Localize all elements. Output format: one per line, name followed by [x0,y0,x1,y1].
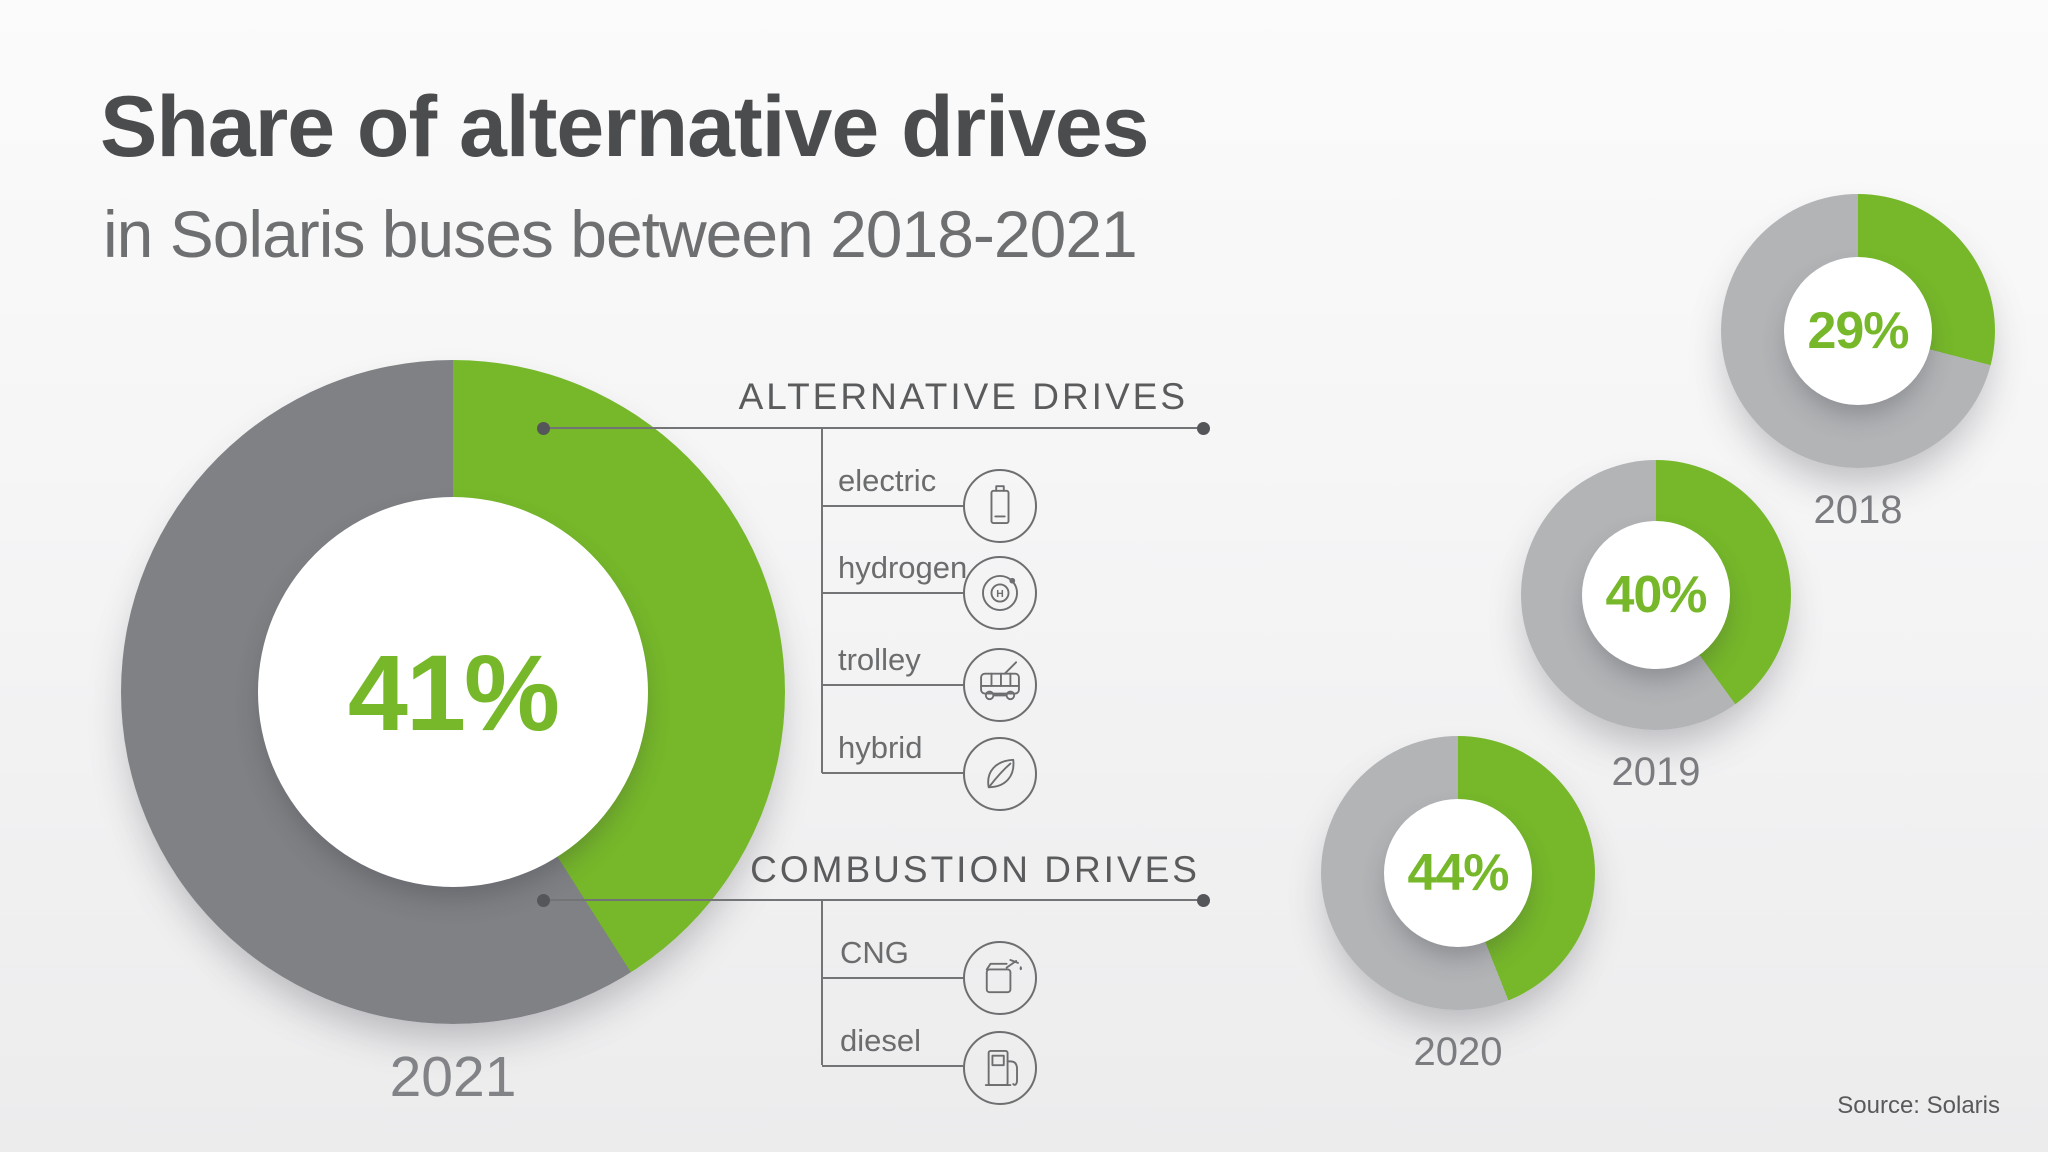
donut-2019-year-label: 2019 [1611,750,1701,794]
hybrid-label: hybrid [838,730,923,765]
fuel-can-icon [985,959,1023,994]
hydrogen-branch-line [822,592,963,594]
donut-2018-hole: 29% [1784,257,1932,405]
trolley-branch-line [822,684,963,686]
alternative-branch-trunk-line [821,428,823,773]
battery-icon [990,485,1010,524]
alternative-line-dot-right [1197,422,1210,435]
hybrid-branch-line [822,772,963,774]
combustion-line-dot-left [537,894,550,907]
cng-branch-line [822,977,963,979]
donut-2021-hole: 41% [258,497,648,887]
diesel-icon-badge [963,1031,1037,1105]
diesel-label: diesel [840,1023,921,1058]
electric-branch-line [822,505,963,507]
donut-chart-2020: 44% 2020 [1321,736,1595,1074]
source-note: Source: Solaris [1837,1092,2000,1119]
combustion-connector-line [543,899,1203,901]
page-title: Share of alternative drives [100,79,1149,175]
trolleybus-icon [980,661,1020,701]
cng-icon-badge [963,941,1037,1015]
hydrogen-icon-badge: H [963,556,1037,630]
cng-label: CNG [840,935,909,970]
trolley-label: trolley [838,642,921,677]
hybrid-icon-badge [963,737,1037,811]
alternative-drives-heading: ALTERNATIVE DRIVES [738,376,1188,417]
donut-2021-year-label: 2021 [389,1045,517,1109]
alternative-line-dot-left [537,422,550,435]
combustion-drives-heading: COMBUSTION DRIVES [750,849,1200,890]
combustion-branch-trunk-line [821,900,823,1065]
electric-icon-badge [963,469,1037,543]
page-subtitle: in Solaris buses between 2018-2021 [103,197,1138,271]
hydrogen-label: hydrogen [838,550,968,585]
trolley-icon-badge [963,648,1037,722]
alternative-connector-line [543,427,1203,429]
donut-2020-year-label: 2020 [1413,1030,1503,1074]
donut-2019-hole: 40% [1582,521,1730,669]
donut-2018-value: 29% [1807,302,1909,360]
donut-chart-2021: 41% 2021 [121,360,785,1109]
diesel-branch-line [822,1065,963,1067]
donut-2021-value: 41% [347,631,560,753]
svg-text:H: H [996,589,1004,600]
donut-2020-value: 44% [1407,844,1509,902]
donut-chart-2019: 40% 2019 [1521,460,1791,794]
fuel-pump-icon [984,1050,1018,1086]
donut-2019-value: 40% [1605,566,1707,624]
electric-label: electric [838,463,937,498]
donut-2018-year-label: 2018 [1813,488,1903,532]
donut-chart-2018: 29% 2018 [1721,194,1995,532]
hydrogen-atom-icon: H [982,575,1018,611]
donut-2020-hole: 44% [1384,799,1532,947]
leaf-icon [987,758,1015,789]
combustion-line-dot-right [1197,894,1210,907]
